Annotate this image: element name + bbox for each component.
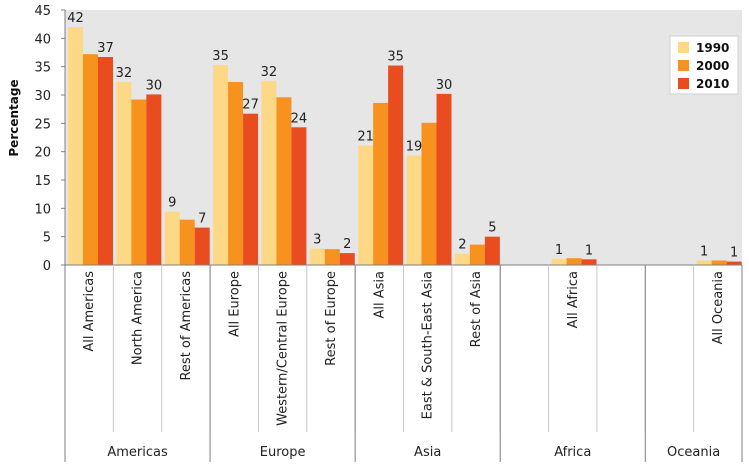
bar-2000-all-americas xyxy=(83,54,98,266)
legend-label: 2000 xyxy=(696,59,729,73)
bar-2000-all-oceania xyxy=(711,260,727,265)
x-category-label: All Americas xyxy=(82,271,97,352)
bar-2010-western-central-europe xyxy=(291,127,307,265)
legend: 1990 2000 2010 xyxy=(669,35,739,95)
data-label: 35 xyxy=(387,50,404,65)
bar-1990-north-america xyxy=(116,81,132,265)
x-category-label: All Oceania xyxy=(711,271,726,344)
bar-2010-all-europe xyxy=(243,113,259,265)
y-tick-label: 45 xyxy=(34,4,51,19)
x-category-label: Rest of Asia xyxy=(469,271,484,347)
bar-2000-rest-of-asia xyxy=(469,244,485,265)
bar-1990-all-africa xyxy=(551,258,567,265)
x-group-label: Africa xyxy=(554,445,591,460)
data-label: 1 xyxy=(730,246,738,261)
legend-swatch xyxy=(678,78,689,89)
data-label: 27 xyxy=(242,98,259,113)
x-category-label: All Africa xyxy=(566,271,581,328)
x-category-label: North America xyxy=(131,271,146,365)
data-label: 1 xyxy=(585,243,593,258)
y-tick-label: 5 xyxy=(43,231,51,246)
bar-1990-western-central-europe xyxy=(261,80,277,265)
bar-1990-rest-of-asia xyxy=(454,253,470,265)
bar-2000-all-asia xyxy=(373,102,389,265)
y-tick-label: 15 xyxy=(34,174,51,189)
bar-2010-all-asia xyxy=(388,65,404,266)
data-label: 24 xyxy=(291,111,308,126)
y-tick-label: 10 xyxy=(34,202,51,217)
bar-2010-all-africa xyxy=(581,259,597,265)
bar-2010-north-america xyxy=(146,94,162,265)
data-label: 7 xyxy=(198,212,206,227)
bar-2000-north-america xyxy=(131,99,147,266)
x-group-label: Americas xyxy=(107,445,168,460)
data-label: 32 xyxy=(116,66,133,81)
data-label: 35 xyxy=(212,49,229,64)
bar-2000-western-central-europe xyxy=(276,97,292,266)
data-label: 9 xyxy=(168,196,176,211)
bar-1990-all-oceania xyxy=(696,260,712,265)
data-label: 32 xyxy=(261,65,278,80)
bar-1990-all-europe xyxy=(213,64,229,265)
data-label: 30 xyxy=(146,78,163,93)
y-tick-label: 35 xyxy=(34,61,51,76)
bar-2010-rest-of-asia xyxy=(484,236,500,265)
y-axis-label: Percentage xyxy=(7,79,21,156)
bars-layer xyxy=(68,27,742,266)
x-category-label: All Europe xyxy=(227,271,242,337)
bar-2000-east-south-east-asia xyxy=(421,122,437,266)
bar-2010-rest-of-europe xyxy=(339,253,355,265)
bar-2010-rest-of-americas xyxy=(194,227,210,265)
data-label: 21 xyxy=(357,129,374,144)
x-group-label: Europe xyxy=(260,445,306,460)
x-category-label: Rest of Americas xyxy=(179,271,194,381)
bar-2000-rest-of-americas xyxy=(179,219,195,265)
data-label: 30 xyxy=(436,78,453,93)
bar-2000-all-europe xyxy=(228,81,244,265)
bar-2010-all-americas xyxy=(98,57,113,266)
x-category-label: Western/Central Europe xyxy=(276,271,291,426)
data-label: 3 xyxy=(313,233,321,248)
bar-1990-rest-of-europe xyxy=(309,248,325,265)
y-tick-label: 30 xyxy=(34,89,51,104)
x-category-label: Rest of Europe xyxy=(324,271,339,366)
bar-2010-east-south-east-asia xyxy=(436,93,452,265)
bar-2010-all-oceania xyxy=(726,261,742,265)
bar-1990-all-asia xyxy=(358,145,374,265)
legend-swatch xyxy=(678,60,689,71)
data-label: 5 xyxy=(488,221,496,236)
data-label: 37 xyxy=(97,41,114,56)
data-label: 42 xyxy=(67,11,84,26)
y-tick-label: 25 xyxy=(34,117,51,132)
bar-2000-all-africa xyxy=(566,258,582,265)
bar-1990-all-americas xyxy=(68,27,83,265)
x-category-label: East & South-East Asia xyxy=(421,271,436,419)
bar-2000-rest-of-europe xyxy=(324,249,340,265)
y-tick-label: 0 xyxy=(43,259,51,274)
legend-swatch xyxy=(678,42,689,53)
x-group-label: Asia xyxy=(414,445,441,460)
data-label: 1 xyxy=(700,244,708,259)
bar-1990-east-south-east-asia xyxy=(406,155,422,265)
y-tick-label: 20 xyxy=(34,146,51,161)
bar-1990-rest-of-americas xyxy=(164,211,180,265)
data-label: 1 xyxy=(555,243,563,258)
x-group-label: Oceania xyxy=(667,445,720,460)
data-label: 19 xyxy=(406,140,423,155)
legend-label: 1990 xyxy=(696,41,729,55)
data-label: 2 xyxy=(458,238,466,253)
legend-label: 2010 xyxy=(696,77,729,91)
y-tick-label: 40 xyxy=(34,32,51,47)
x-category-label: All Asia xyxy=(372,271,387,319)
data-label: 2 xyxy=(343,237,351,252)
